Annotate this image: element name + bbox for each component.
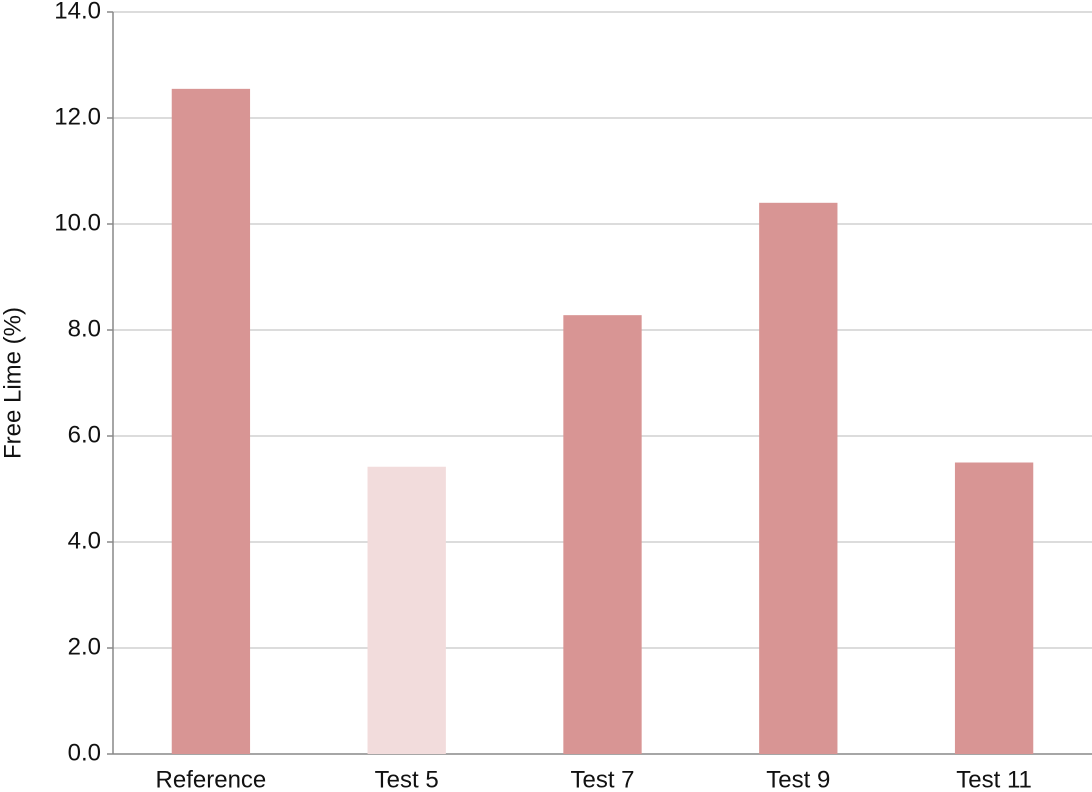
bar xyxy=(954,462,1034,754)
bar xyxy=(367,466,446,754)
x-tick-label: Test 11 xyxy=(956,766,1032,792)
bar xyxy=(171,88,251,755)
bar xyxy=(563,315,642,754)
y-tick-label: 6.0 xyxy=(68,421,101,448)
y-tick-label: 0.0 xyxy=(68,739,101,766)
y-tick-label: 2.0 xyxy=(68,633,101,660)
x-tick-label: Test 5 xyxy=(375,766,439,792)
bar xyxy=(759,202,838,755)
y-tick-label: 8.0 xyxy=(68,315,101,342)
y-tick-label: 4.0 xyxy=(68,527,101,554)
x-tick-label: Reference xyxy=(156,766,267,792)
y-tick-label: 12.0 xyxy=(54,103,101,130)
y-tick-label: 14.0 xyxy=(54,0,101,24)
x-tick-label: Test 7 xyxy=(570,766,634,792)
x-tick-label: Test 9 xyxy=(766,766,830,792)
y-axis-label: Free Lime (%) xyxy=(0,307,26,459)
y-tick-label: 10.0 xyxy=(54,209,101,236)
